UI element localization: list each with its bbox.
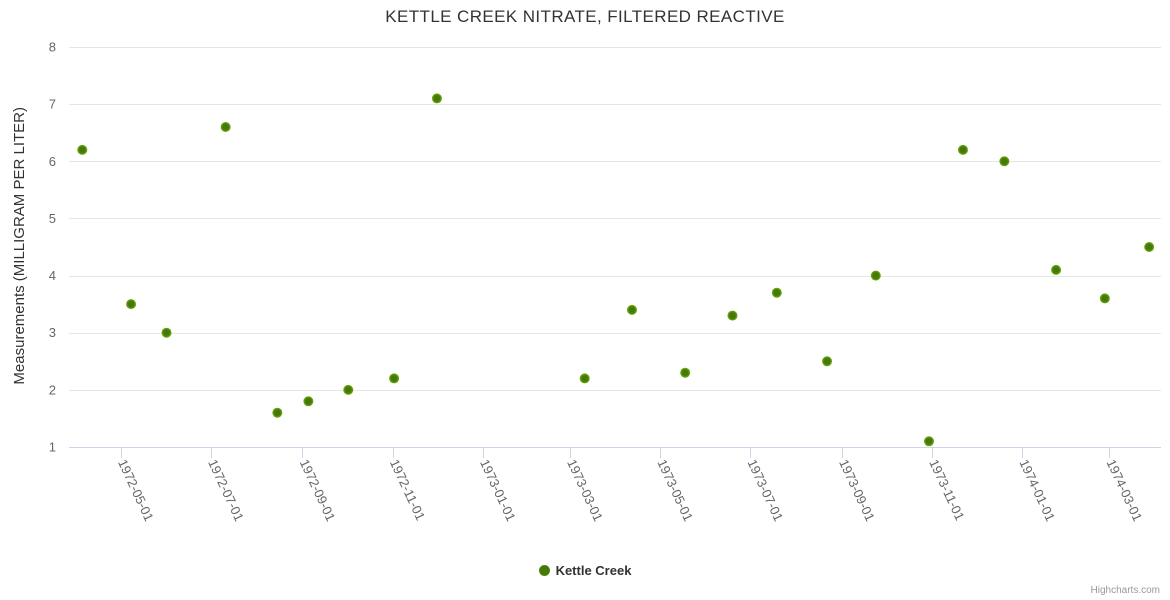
x-tick-label: 1974-01-01 <box>1016 457 1058 524</box>
y-tick-label: 6 <box>49 154 56 169</box>
x-tick-label: 1973-03-01 <box>564 457 606 524</box>
data-point[interactable] <box>924 436 935 447</box>
data-point[interactable] <box>822 356 833 367</box>
y-tick-label: 5 <box>49 211 56 226</box>
y-tick-label: 4 <box>49 268 56 283</box>
data-point[interactable] <box>389 373 400 384</box>
data-point[interactable] <box>579 373 590 384</box>
legend-label: Kettle Creek <box>555 563 632 578</box>
data-point[interactable] <box>957 144 968 155</box>
data-point[interactable] <box>1099 293 1110 304</box>
legend-item-kettle-creek[interactable]: Kettle Creek <box>538 563 632 578</box>
data-point[interactable] <box>870 270 881 281</box>
x-tick-label: 1972-05-01 <box>115 457 157 524</box>
series-marker-icon <box>538 565 550 576</box>
y-tick-label: 1 <box>49 440 56 455</box>
x-tick-label: 1974-03-01 <box>1104 457 1146 524</box>
data-point[interactable] <box>680 367 691 378</box>
data-point[interactable] <box>272 407 283 418</box>
x-tick-label: 1973-01-01 <box>477 457 519 524</box>
chart-title: KETTLE CREEK NITRATE, FILTERED REACTIVE <box>385 7 785 26</box>
x-tick-label: 1972-11-01 <box>387 457 428 523</box>
y-tick-label: 2 <box>49 382 56 397</box>
data-point[interactable] <box>1051 264 1062 275</box>
x-tick-label: 1972-07-01 <box>205 457 247 524</box>
y-tick-label: 8 <box>49 40 56 55</box>
data-point[interactable] <box>431 93 442 104</box>
data-point[interactable] <box>771 287 782 298</box>
data-point[interactable] <box>161 327 172 338</box>
legend: Kettle Creek <box>0 563 1170 578</box>
x-tick-label: 1973-09-01 <box>836 457 878 524</box>
x-tick-label: 1973-05-01 <box>654 457 696 524</box>
plot-area: 1 2 3 4 5 6 7 8 1972-05-01 1972-07-01 1972-09-01 19… <box>49 40 1161 524</box>
y-tick-label: 3 <box>49 325 56 340</box>
highcharts-credit[interactable]: Highcharts.com <box>1090 585 1160 596</box>
data-point[interactable] <box>626 304 637 315</box>
x-tick-label: 1972-09-01 <box>297 457 339 524</box>
data-point[interactable] <box>303 396 314 407</box>
data-point[interactable] <box>999 156 1010 167</box>
data-point[interactable] <box>1144 242 1155 252</box>
y-tick-label: 7 <box>49 97 56 112</box>
x-tick-label: 1973-07-01 <box>744 457 786 524</box>
x-tick-label: 1973-11-01 <box>926 457 967 523</box>
data-point[interactable] <box>220 122 231 132</box>
data-point[interactable] <box>727 310 738 321</box>
data-point[interactable] <box>77 144 88 155</box>
data-point[interactable] <box>126 299 137 310</box>
data-point[interactable] <box>343 384 354 395</box>
